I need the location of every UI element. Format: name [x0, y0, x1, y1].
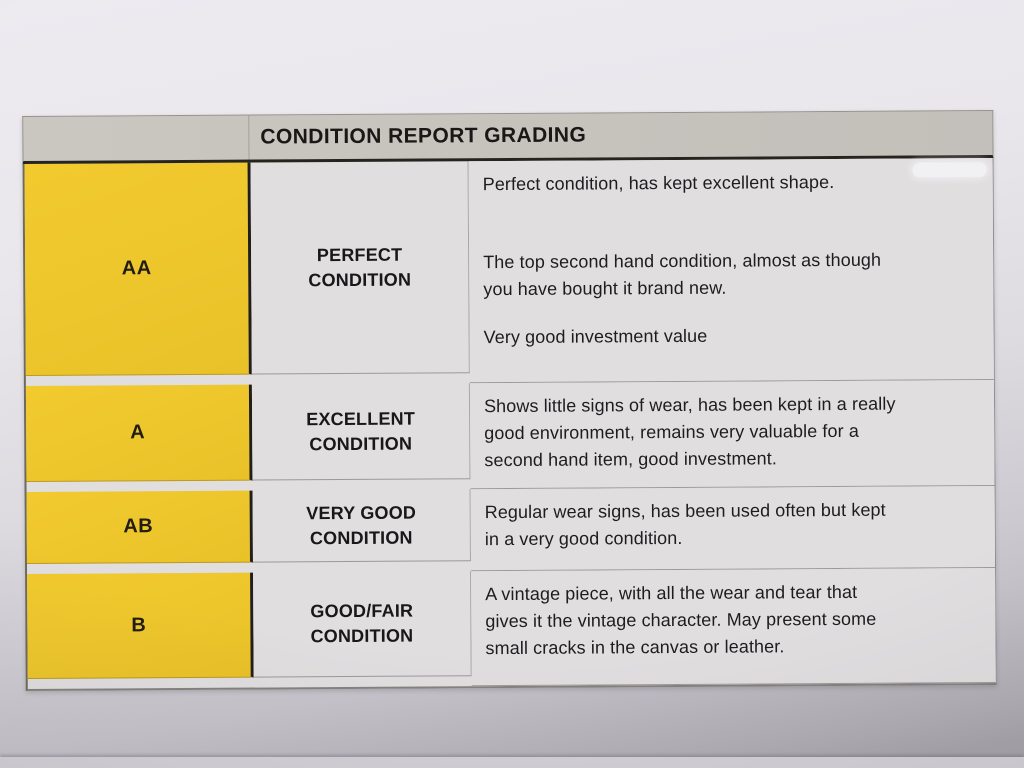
condition-cell-perfect: PERFECT CONDITION: [250, 161, 470, 375]
description-cell-aa: Perfect condition, has kept excellent sh…: [468, 158, 994, 384]
paper-bottom-edge: [0, 757, 1024, 768]
grade-cell-a: A: [25, 384, 253, 482]
description-cell-b: A vintage piece, with all the wear and t…: [471, 568, 996, 687]
table-header-band: CONDITION REPORT GRADING: [22, 110, 994, 164]
description-paragraph: Very good investment value: [483, 325, 708, 348]
condition-cell-excellent: EXCELLENT CONDITION: [251, 383, 471, 481]
description-paragraph: A vintage piece, with all the wear and t…: [485, 581, 877, 659]
condition-grading-table: CONDITION REPORT GRADING AA PERFECT COND…: [22, 110, 997, 691]
description-cell-a: Shows little signs of wear, has been kep…: [469, 380, 995, 490]
description-paragraph: The top second hand condition, almost as…: [483, 249, 882, 300]
condition-cell-very-good: VERY GOOD CONDITION: [252, 489, 471, 563]
grade-cell-aa: AA: [24, 162, 252, 376]
table-body: AA PERFECT CONDITION Perfect condition, …: [22, 158, 997, 691]
condition-cell-good-fair: GOOD/FAIR CONDITION: [253, 571, 472, 678]
description-paragraph: Perfect condition, has kept excellent sh…: [482, 172, 835, 195]
table-title: CONDITION REPORT GRADING: [260, 123, 587, 149]
description-paragraph: Shows little signs of wear, has been kep…: [483, 393, 896, 471]
description-cell-ab: Regular wear signs, has been used often …: [470, 486, 996, 572]
description-paragraph: Regular wear signs, has been used often …: [484, 499, 886, 550]
paper-glare-spot: [912, 162, 987, 178]
grade-cell-b: B: [27, 572, 254, 679]
grade-cell-ab: AB: [26, 490, 253, 564]
